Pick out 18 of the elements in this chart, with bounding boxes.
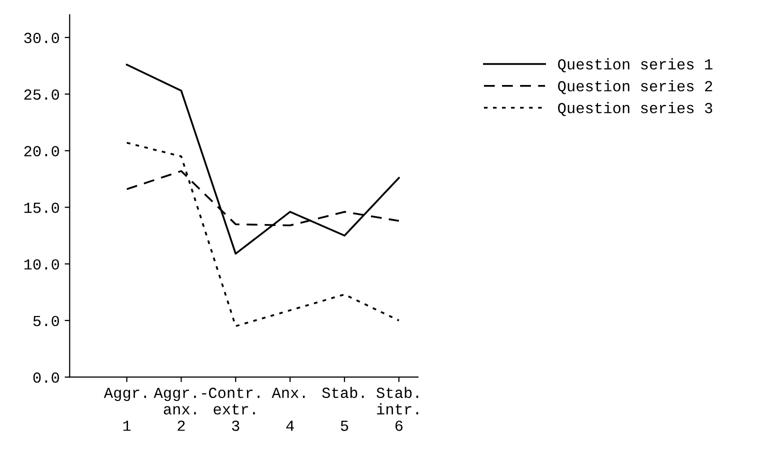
line-series — [126, 142, 400, 328]
x-tick-label: Contr. extr. 3 — [208, 388, 260, 431]
y-tick-label: 5.0 — [33, 316, 59, 326]
x-tick-label: Stab. intr. 6 — [376, 386, 418, 431]
category-label: Aggr. 1 — [104, 388, 146, 431]
y-tick-label: 10.0 — [24, 259, 59, 270]
category-label: Stab. 5 — [322, 386, 364, 431]
legend-label: Question series 1 — [558, 58, 712, 72]
x-tick-label: Aggr.- anx. 2 — [154, 388, 206, 431]
category-label: Anx. 4 — [272, 388, 305, 431]
legend-label: Question series 3 — [558, 102, 712, 116]
y-tick-label: 15.0 — [24, 202, 59, 213]
y-tick-label: 20.0 — [24, 146, 59, 156]
y-tick-label: 30.0 — [24, 32, 59, 44]
legend-label: Question series 2 — [558, 80, 712, 94]
y-tick-label: 25.0 — [24, 89, 59, 100]
line-series — [126, 64, 400, 255]
y-tick-label: 0.0 — [33, 372, 59, 383]
